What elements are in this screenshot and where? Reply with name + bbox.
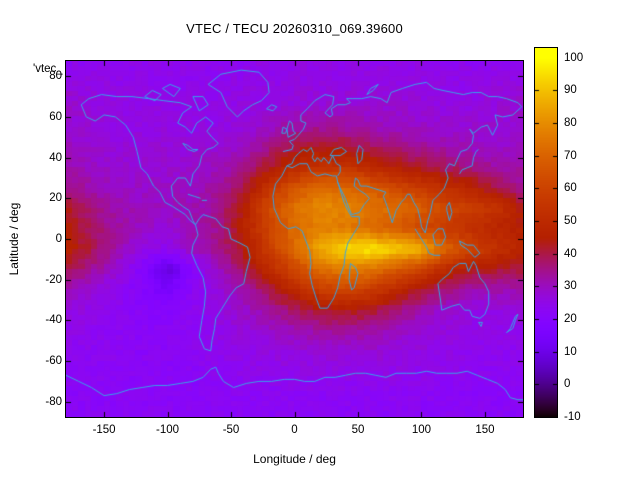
key-label: 'vtec_ bbox=[33, 63, 63, 75]
colorbar-tick-label: 0 bbox=[564, 378, 571, 391]
colorbar-tick-label: 80 bbox=[564, 117, 577, 130]
y-tick-label: 20 bbox=[49, 192, 62, 205]
colorbar-tick-label: 50 bbox=[564, 215, 577, 228]
y-tick-label: -40 bbox=[45, 314, 62, 327]
plot-title: VTEC / TECU 20260310_069.39600 bbox=[186, 21, 403, 36]
colorbar-tick-label: 70 bbox=[564, 149, 577, 162]
colorbar-tick-label: 60 bbox=[564, 182, 577, 195]
y-tick-label: 40 bbox=[49, 151, 62, 164]
colorbar-tick-label: 20 bbox=[564, 313, 577, 326]
y-tick-label: 60 bbox=[49, 110, 62, 123]
colorbar-tick-label: 90 bbox=[564, 84, 577, 97]
x-tick-label: 0 bbox=[291, 424, 298, 436]
colorbar-tick-label: -10 bbox=[564, 411, 581, 423]
colorbar-tick-label: 100 bbox=[564, 51, 584, 64]
y-tick-label: -80 bbox=[45, 395, 62, 408]
x-tick-label: 150 bbox=[475, 424, 495, 436]
x-axis-label: Longitude / deg bbox=[253, 452, 336, 466]
x-tick-label: -100 bbox=[156, 424, 180, 436]
colorbar-tick-label: 30 bbox=[564, 280, 577, 293]
tec-heatmap-canvas bbox=[66, 61, 523, 417]
y-tick-label: -60 bbox=[45, 355, 62, 368]
colorbar-tick-label: 40 bbox=[564, 247, 577, 260]
x-tick-label: -150 bbox=[92, 424, 116, 436]
y-tick-label: 0 bbox=[55, 233, 62, 245]
y-tick-label: -20 bbox=[45, 273, 62, 286]
y-tick-label: 80 bbox=[49, 70, 62, 83]
colorbar-canvas bbox=[535, 48, 557, 417]
colorbar-border bbox=[534, 47, 558, 418]
x-tick-label: -50 bbox=[222, 424, 240, 436]
plot-border bbox=[65, 60, 524, 418]
x-tick-label: 50 bbox=[351, 424, 365, 436]
colorbar-tick-label: 10 bbox=[564, 345, 577, 358]
x-tick-label: 100 bbox=[411, 424, 432, 436]
